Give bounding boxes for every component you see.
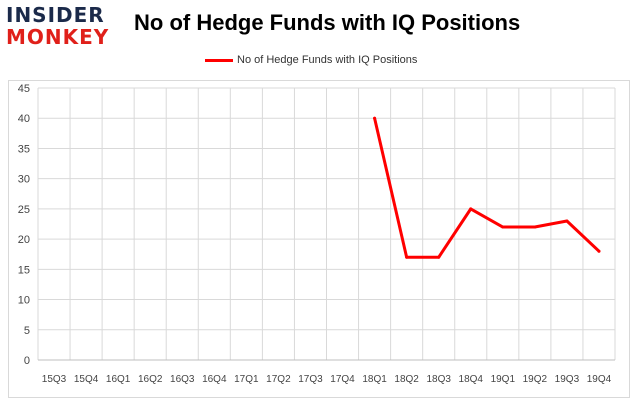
logo-text-top: INSIDER [6,3,105,27]
y-tick-label: 25 [18,204,30,216]
x-tick-label: 18Q1 [362,374,387,385]
data-point [437,255,441,259]
x-tick-label: 17Q4 [330,374,355,385]
chart-title: No of Hedge Funds with IQ Positions [134,10,521,35]
data-point [405,255,409,259]
x-tick-label: 17Q1 [234,374,259,385]
x-tick-label: 16Q1 [106,374,131,385]
x-tick-label: 18Q4 [459,374,484,385]
data-point [597,249,601,253]
x-tick-label: 16Q3 [170,374,195,385]
legend-label: No of Hedge Funds with IQ Positions [237,54,418,66]
x-tick-label: 17Q3 [298,374,323,385]
x-tick-label: 18Q2 [394,374,419,385]
data-point [373,116,377,120]
y-tick-label: 10 [18,295,30,307]
x-tick-label: 19Q2 [523,374,548,385]
y-tick-label: 15 [18,264,30,276]
y-tick-label: 40 [18,113,30,125]
x-tick-label: 16Q2 [138,374,163,385]
data-point [533,225,537,229]
data-point [469,207,473,211]
x-tick-label: 15Q4 [74,374,99,385]
y-tick-label: 30 [18,174,30,186]
y-tick-label: 5 [24,325,30,337]
logo-text-bottom: MONKEY [6,25,110,49]
chart-frame [8,80,630,398]
x-tick-label: 19Q1 [491,374,516,385]
x-tick-label: 15Q3 [42,374,67,385]
x-tick-label: 19Q4 [587,374,612,385]
y-tick-label: 45 [18,83,30,95]
series-line [373,116,601,259]
insider-monkey-logo: INSIDER MONKEY [6,4,114,52]
y-tick-label: 20 [18,234,30,246]
y-tick-label: 35 [18,143,30,155]
x-tick-label: 19Q3 [555,374,580,385]
chart-legend: No of Hedge Funds with IQ Positions [205,52,417,68]
x-tick-label: 17Q2 [266,374,291,385]
x-tick-label: 18Q3 [426,374,451,385]
data-point [501,225,505,229]
legend-swatch [205,58,233,62]
x-tick-label: 16Q4 [202,374,227,385]
data-point [565,219,569,223]
y-tick-label: 0 [24,355,30,367]
